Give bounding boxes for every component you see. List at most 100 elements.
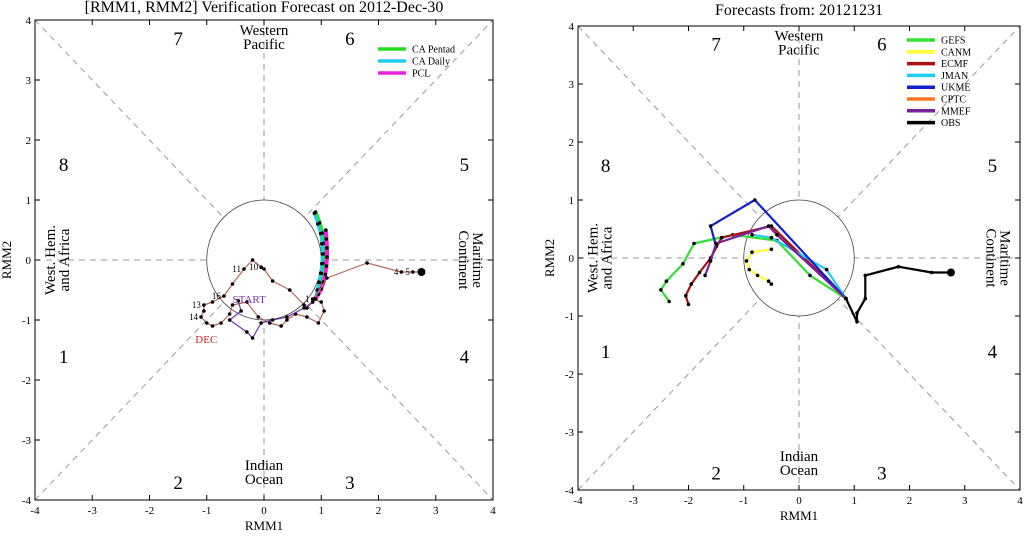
- series-point: [270, 279, 275, 283]
- region-label-top: Western: [240, 23, 289, 39]
- region-label-top: Pacific: [243, 37, 285, 53]
- y-tick-label: 3: [26, 75, 32, 87]
- legend-label: ECMF: [941, 59, 969, 70]
- series-point: [302, 306, 306, 310]
- point-label: 5: [405, 267, 410, 277]
- series-point: [399, 270, 404, 274]
- series-point: [747, 267, 752, 272]
- series-point: [242, 267, 246, 271]
- series-line: [709, 198, 847, 300]
- y-tick-label: 2: [26, 135, 32, 147]
- x-axis-label: RMM1: [245, 518, 283, 533]
- y-tick-label: 4: [569, 21, 575, 33]
- y-tick-label: -1: [22, 315, 31, 327]
- y-tick-label: -2: [22, 375, 31, 387]
- x-tick-label: 3: [433, 505, 439, 517]
- series-point: [325, 246, 329, 250]
- series-point: [769, 247, 774, 252]
- phase-label: 2: [711, 464, 721, 485]
- y-tick-label: -4: [22, 495, 32, 507]
- dec-annotation: DEC: [195, 334, 217, 346]
- series-point: [824, 267, 829, 272]
- region-label-right: Maritime: [469, 232, 485, 288]
- series-point: [667, 299, 671, 304]
- series-point: [319, 300, 324, 304]
- series-point: [270, 318, 275, 322]
- y-tick-label: 0: [569, 253, 575, 265]
- region-label-left: West. Hem.: [43, 225, 59, 295]
- series-point: [267, 321, 272, 325]
- series-point: [844, 296, 848, 301]
- series-point: [708, 259, 713, 263]
- region-label-top: Western: [775, 28, 824, 44]
- series-point: [313, 297, 318, 301]
- legend-label: CA Pentad: [412, 45, 455, 56]
- point-label: 4: [394, 267, 399, 277]
- series-point: [250, 336, 255, 340]
- series-point: [202, 309, 206, 313]
- series-point: [219, 321, 223, 325]
- chart-title: Forecasts from: 20121231: [715, 2, 883, 19]
- series-point: [750, 233, 754, 237]
- series-point: [719, 235, 724, 240]
- region-label-bottom: Ocean: [245, 472, 284, 488]
- series-point: [766, 279, 771, 284]
- x-tick-label: 0: [261, 505, 267, 517]
- x-tick-label: -1: [739, 495, 748, 507]
- x-tick-label: 3: [962, 495, 968, 507]
- series-line: [704, 225, 847, 300]
- series-canm: [744, 247, 774, 286]
- phase-label: 1: [601, 342, 611, 363]
- point-label: 16: [212, 291, 222, 301]
- series-point: [320, 242, 324, 246]
- series-point: [855, 320, 859, 324]
- series-point: [236, 299, 241, 303]
- series-point: [417, 268, 426, 276]
- point-label: 11: [232, 264, 241, 274]
- series-point: [683, 293, 688, 298]
- phase-label: 5: [988, 156, 998, 177]
- series-point: [210, 324, 215, 328]
- phase-label: 6: [877, 34, 887, 55]
- x-tick-label: -4: [573, 495, 583, 507]
- phase-label: 4: [460, 347, 470, 368]
- region-label-top: Pacific: [778, 42, 820, 58]
- series-point: [287, 288, 292, 292]
- y-tick-label: -4: [565, 485, 575, 497]
- series-point: [686, 302, 691, 307]
- legend-label: UKME: [941, 83, 970, 94]
- series-point: [285, 318, 289, 322]
- series-point: [230, 282, 235, 286]
- series-point: [316, 321, 321, 325]
- y-tick-label: -2: [565, 369, 574, 381]
- x-tick-label: -1: [202, 505, 211, 517]
- series-point: [239, 309, 243, 313]
- series-point: [323, 272, 328, 277]
- series-point: [202, 303, 206, 307]
- x-tick-label: -2: [145, 505, 154, 517]
- series-point: [703, 273, 707, 278]
- point-label: 10: [249, 262, 259, 272]
- series-point: [256, 315, 261, 319]
- series-point: [755, 273, 760, 278]
- phase-label: 2: [173, 473, 183, 494]
- series-point: [222, 294, 226, 298]
- series-point: [324, 237, 329, 241]
- series-line: [845, 265, 951, 323]
- series-point: [863, 273, 868, 278]
- y-tick-label: 4: [26, 15, 32, 27]
- series-unnamed-4: [227, 297, 318, 340]
- series-point: [946, 268, 955, 277]
- series-point: [230, 303, 235, 307]
- series-point: [692, 241, 696, 246]
- series-point: [929, 270, 934, 275]
- series-point: [855, 311, 859, 315]
- region-label-right: Continent: [983, 228, 999, 288]
- x-tick-label: -2: [684, 495, 693, 507]
- series-point: [227, 312, 232, 316]
- x-tick-label: 2: [907, 495, 913, 507]
- phase-label: 5: [460, 155, 470, 176]
